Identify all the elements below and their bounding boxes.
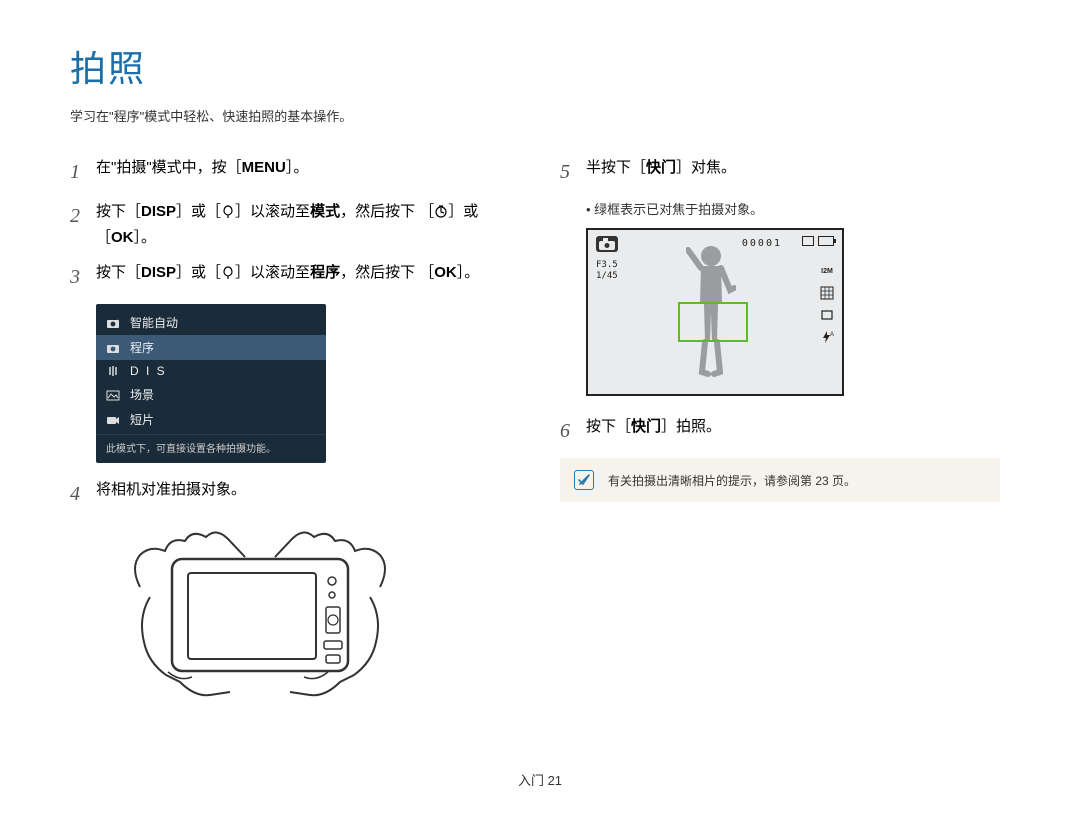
step-text: 按下［DISP］或［］以滚动至程序，然后按下 ［OK］。 (96, 260, 510, 286)
mode-menu: 智能自动 程序 D I S 场景 短片 此模式下，可直接设置各种拍摄功能。 (96, 304, 326, 463)
disp-button-label: DISP (141, 264, 176, 281)
step-text: 按下［DISP］或［］以滚动至模式，然后按下 ［］或［OK］。 (96, 199, 510, 250)
column-right: 5 半按下［快门］对焦。 绿框表示已对焦于拍摄对象。 00001 F3.5 1/… (560, 155, 1000, 707)
macro-icon (221, 204, 235, 218)
step-text: 将相机对准拍摄对象。 (96, 477, 510, 503)
ok-button-label: OK (111, 229, 134, 246)
smart-auto-icon (106, 317, 120, 329)
mode-menu-label: 场景 (130, 386, 154, 403)
mode-menu-item-dis[interactable]: D I S (96, 360, 326, 382)
mode-menu-label: D I S (130, 364, 167, 378)
shot-counter: 00001 (742, 238, 782, 249)
column-left: 1 在"拍摄"模式中，按［MENU］。 2 按下［DISP］或［］以滚动至模式，… (70, 155, 510, 707)
mode-menu-footer: 此模式下，可直接设置各种拍摄功能。 (96, 434, 326, 457)
step-1: 1 在"拍摄"模式中，按［MENU］。 (70, 155, 510, 189)
mode-menu-item-scene[interactable]: 场景 (96, 382, 326, 407)
info-text: 有关拍摄出清晰相片的提示，请参阅第 23 页。 (608, 472, 856, 489)
mode-menu-item-program[interactable]: 程序 (96, 335, 326, 360)
movie-icon (106, 414, 120, 426)
exposure-info: F3.5 1/45 (596, 260, 618, 282)
step-5: 5 半按下［快门］对焦。 (560, 155, 1000, 189)
page-subtitle: 学习在"程序"模式中轻松、快速拍照的基本操作。 (70, 106, 1010, 125)
info-callout: 有关拍摄出清晰相片的提示，请参阅第 23 页。 (560, 458, 1000, 502)
shutter-button-label: 快门 (631, 418, 661, 435)
step-number: 1 (70, 155, 96, 189)
dis-icon (106, 365, 120, 377)
preview-top-right-icons (802, 236, 834, 246)
scene-icon (106, 389, 120, 401)
page-title: 拍照 (70, 40, 1010, 92)
step-4: 4 将相机对准拍摄对象。 (70, 477, 510, 511)
macro-icon (221, 265, 235, 279)
info-icon (574, 470, 594, 490)
mode-menu-label: 程序 (130, 339, 154, 356)
shutter-button-label: 快门 (646, 159, 676, 176)
mode-menu-item-smart-auto[interactable]: 智能自动 (96, 310, 326, 335)
step-5-note: 绿框表示已对焦于拍摄对象。 (586, 199, 1000, 218)
battery-icon (818, 236, 834, 246)
menu-button-label: MENU (242, 155, 286, 181)
page-footer: 入门 21 (0, 770, 1080, 789)
timer-icon (434, 204, 448, 218)
focus-frame (678, 302, 748, 342)
step-number: 5 (560, 155, 586, 189)
content-columns: 1 在"拍摄"模式中，按［MENU］。 2 按下［DISP］或［］以滚动至模式，… (70, 155, 1010, 707)
quality-icon (820, 286, 834, 300)
mode-indicator-icon (596, 236, 618, 252)
preview-side-icons: I2M A (820, 264, 834, 344)
step-number: 6 (560, 414, 586, 448)
resolution-icon: I2M (820, 264, 834, 278)
step-text: 在"拍摄"模式中，按［MENU］。 (96, 155, 510, 181)
step-number: 4 (70, 477, 96, 511)
camera-icon (106, 342, 120, 354)
step-number: 3 (70, 260, 96, 294)
mode-menu-item-movie[interactable]: 短片 (96, 407, 326, 432)
step-number: 2 (70, 199, 96, 233)
drive-icon (820, 308, 834, 322)
step-2: 2 按下［DISP］或［］以滚动至模式，然后按下 ［］或［OK］。 (70, 199, 510, 250)
mode-menu-label: 智能自动 (130, 314, 178, 331)
ok-button-label: OK (434, 264, 457, 281)
step-3: 3 按下［DISP］或［］以滚动至程序，然后按下 ［OK］。 (70, 260, 510, 294)
disp-button-label: DISP (141, 203, 176, 220)
step-text: 半按下［快门］对焦。 (586, 155, 1000, 181)
camera-preview: 00001 F3.5 1/45 I2M A (586, 228, 844, 396)
step-6: 6 按下［快门］拍照。 (560, 414, 1000, 448)
svg-text:A: A (830, 332, 834, 338)
card-icon (802, 236, 814, 246)
step-text: 按下［快门］拍照。 (586, 414, 1000, 440)
flash-icon: A (820, 330, 834, 344)
mode-menu-label: 短片 (130, 411, 154, 428)
camera-hold-illustration (110, 527, 410, 707)
